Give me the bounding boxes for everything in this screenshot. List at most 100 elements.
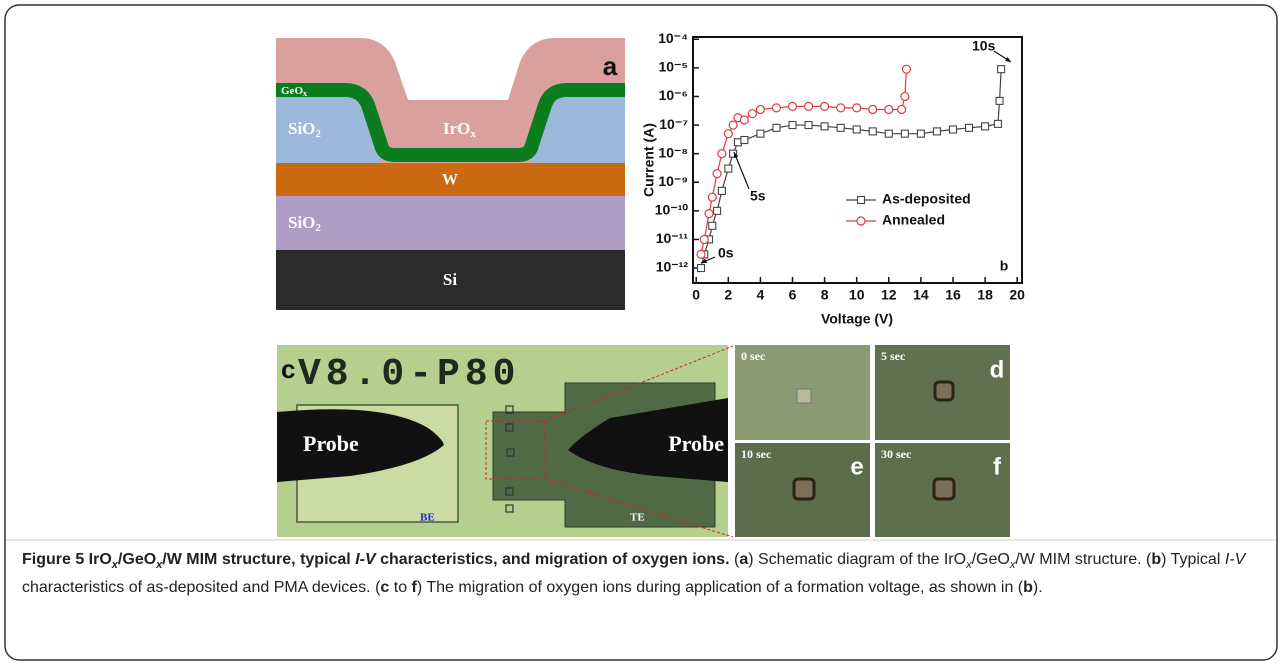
panel-letter: a (603, 51, 618, 81)
x-tick-label: 6 (789, 287, 797, 303)
data-point (933, 128, 940, 135)
data-point (994, 120, 1001, 127)
data-point (898, 105, 906, 113)
data-point (917, 130, 924, 137)
device-spot (935, 382, 953, 400)
label-text: SiO (288, 119, 315, 138)
label-w: W (442, 172, 458, 189)
panel-letter: b (1000, 258, 1009, 274)
label-sub: x (303, 89, 307, 98)
panel-letter: c (281, 354, 295, 384)
legend-marker (858, 197, 865, 204)
data-point (853, 104, 861, 112)
caption-text: b (1023, 579, 1033, 596)
data-point (869, 128, 876, 135)
caption: Figure 5 IrOx/GeOx/W MIM structure, typi… (22, 549, 1262, 599)
legend-marker (857, 217, 865, 225)
panel-c: Probe Probe BE TE c V8.0-P80 0 sec 5 sec… (277, 345, 1010, 537)
data-point (697, 250, 705, 258)
x-tick-label: 10 (849, 287, 865, 303)
annotation-arrow (734, 152, 749, 189)
tile-time: 30 sec (881, 447, 912, 461)
y-tick-label: 10⁻⁹ (658, 173, 688, 189)
y-tick-label: 10⁻⁵ (658, 59, 688, 75)
data-point (741, 137, 748, 144)
data-point (772, 104, 780, 112)
te-label: TE (630, 512, 645, 524)
data-point (756, 105, 764, 113)
data-point (718, 150, 726, 158)
data-point (885, 105, 893, 113)
be-label: BE (420, 512, 435, 524)
x-tick-label: 20 (1009, 287, 1025, 303)
caption-text: ) Schematic diagram of the IrO (748, 551, 966, 568)
device-spot (797, 389, 811, 403)
label-sub: 2 (315, 222, 321, 234)
data-point (714, 207, 721, 214)
caption-text: /W MIM structure. ( (1015, 551, 1151, 568)
data-point (949, 126, 956, 133)
label-sub: x (470, 128, 476, 140)
data-point (853, 126, 860, 133)
y-tick-label: 10⁻⁴ (658, 30, 688, 46)
x-tick-label: 2 (724, 287, 732, 303)
caption-text: Figure 5 IrO (22, 551, 112, 568)
x-tick-label: 14 (913, 287, 929, 303)
tile-time: 10 sec (741, 447, 772, 461)
caption-text: /GeO (972, 551, 1010, 568)
y-tick-label: 10⁻¹⁰ (655, 202, 689, 218)
label-text: IrO (443, 119, 470, 138)
data-point (698, 265, 705, 272)
page: GeOx SiO2 IrOx W SiO2 Si a Voltage (V) C… (0, 0, 1282, 665)
device-spot (794, 479, 814, 499)
caption-text: a (739, 551, 748, 568)
x-tick-label: 12 (881, 287, 897, 303)
caption-text: /W MIM structure, typical (162, 551, 355, 568)
chip-label: V8.0-P80 (298, 353, 520, 396)
caption-text: I-V (1225, 551, 1245, 568)
data-point (748, 110, 756, 118)
panel-a: GeOx SiO2 IrOx W SiO2 Si a (276, 38, 625, 310)
panel-b: Voltage (V) Current (A) b 02468101214161… (641, 30, 1025, 327)
caption-text: to (389, 579, 411, 596)
data-point (805, 102, 813, 110)
data-point (821, 123, 828, 130)
caption-text: characteristics, and migration of oxygen… (376, 551, 730, 568)
legend-label: As-deposited (882, 191, 971, 207)
panel-letter: d (990, 356, 1005, 383)
y-tick-label: 10⁻¹² (656, 259, 689, 275)
data-point (740, 116, 748, 124)
sio2-bottom-layer (276, 196, 625, 250)
label-text: SiO (288, 213, 315, 232)
x-axis-label: Voltage (V) (821, 311, 893, 327)
y-tick-label: 10⁻⁸ (658, 144, 688, 160)
data-point (724, 130, 732, 138)
caption-text: ) The migration of oxygen ions during ap… (417, 579, 1023, 596)
series-line (701, 69, 906, 254)
label-si: Si (443, 270, 457, 289)
data-point (998, 66, 1005, 73)
data-point (885, 130, 892, 137)
data-point (869, 105, 877, 113)
data-point (708, 193, 716, 201)
panel-letter: f (993, 453, 1002, 480)
data-point (805, 122, 812, 129)
caption-text: ( (730, 551, 740, 568)
x-tick-label: 16 (945, 287, 961, 303)
annotation-arrowhead (1005, 57, 1011, 62)
y-axis-label: Current (A) (641, 123, 657, 197)
data-point (902, 65, 910, 73)
plot-frame (693, 37, 1022, 283)
x-tick-label: 4 (757, 287, 765, 303)
data-point (729, 121, 737, 129)
probe-label: Probe (668, 431, 724, 456)
data-point (996, 97, 1003, 104)
tile-time: 0 sec (741, 349, 766, 363)
caption-text: Figure 5 IrOx/GeOx/W MIM structure, typi… (22, 551, 730, 568)
data-point (705, 210, 713, 218)
annotation: 0s (718, 245, 734, 261)
y-tick-label: 10⁻¹¹ (656, 230, 689, 246)
data-point (789, 102, 797, 110)
data-point (718, 187, 725, 194)
legend-label: Annealed (882, 212, 945, 228)
